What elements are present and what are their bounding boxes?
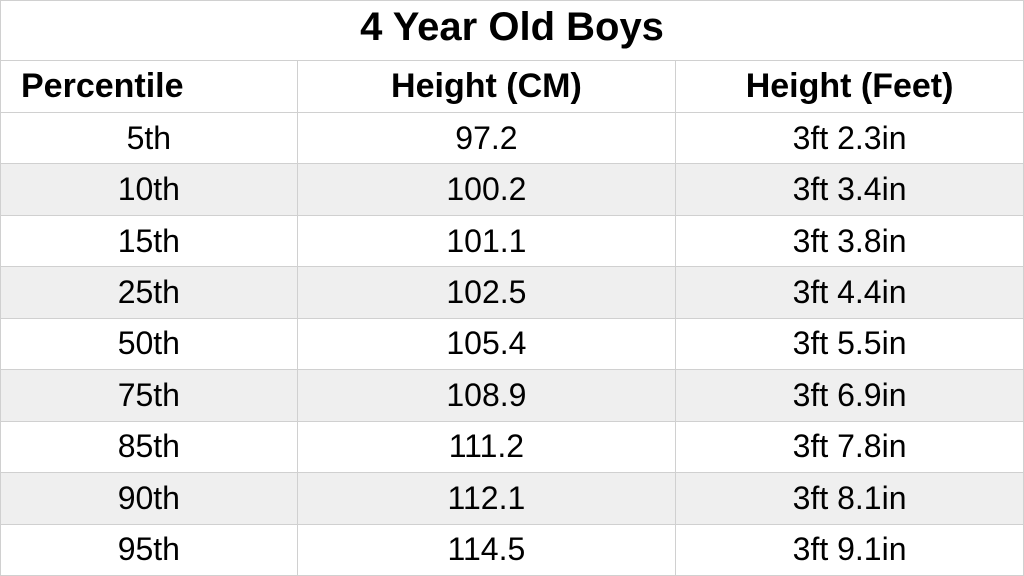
cell-height-cm: 101.1 [297,215,676,266]
cell-height-ft: 3ft 3.4in [676,164,1024,215]
table-row: 5th 97.2 3ft 2.3in [1,113,1024,164]
column-header-height-cm: Height (CM) [297,61,676,113]
table-row: 95th 114.5 3ft 9.1in [1,524,1024,576]
cell-height-ft: 3ft 2.3in [676,113,1024,164]
cell-percentile: 75th [1,370,298,421]
cell-percentile: 95th [1,524,298,576]
cell-height-cm: 100.2 [297,164,676,215]
cell-height-ft: 3ft 3.8in [676,215,1024,266]
cell-percentile: 25th [1,267,298,318]
cell-height-ft: 3ft 8.1in [676,473,1024,524]
cell-percentile: 10th [1,164,298,215]
cell-height-cm: 112.1 [297,473,676,524]
cell-height-cm: 105.4 [297,318,676,369]
cell-height-ft: 3ft 4.4in [676,267,1024,318]
cell-percentile: 15th [1,215,298,266]
table-row: 75th 108.9 3ft 6.9in [1,370,1024,421]
cell-percentile: 50th [1,318,298,369]
cell-height-ft: 3ft 9.1in [676,524,1024,576]
height-percentile-table: 4 Year Old Boys Percentile Height (CM) H… [0,0,1024,576]
table-row: 85th 111.2 3ft 7.8in [1,421,1024,472]
cell-height-cm: 97.2 [297,113,676,164]
cell-height-cm: 111.2 [297,421,676,472]
cell-percentile: 85th [1,421,298,472]
table-row: 25th 102.5 3ft 4.4in [1,267,1024,318]
table-row: 15th 101.1 3ft 3.8in [1,215,1024,266]
cell-height-cm: 114.5 [297,524,676,576]
cell-height-ft: 3ft 7.8in [676,421,1024,472]
cell-height-cm: 108.9 [297,370,676,421]
cell-percentile: 5th [1,113,298,164]
column-header-percentile: Percentile [1,61,298,113]
table-row: 10th 100.2 3ft 3.4in [1,164,1024,215]
cell-height-ft: 3ft 6.9in [676,370,1024,421]
table-title: 4 Year Old Boys [1,1,1024,61]
cell-height-ft: 3ft 5.5in [676,318,1024,369]
table-row: 50th 105.4 3ft 5.5in [1,318,1024,369]
cell-percentile: 90th [1,473,298,524]
table-row: 90th 112.1 3ft 8.1in [1,473,1024,524]
cell-height-cm: 102.5 [297,267,676,318]
column-header-height-ft: Height (Feet) [676,61,1024,113]
